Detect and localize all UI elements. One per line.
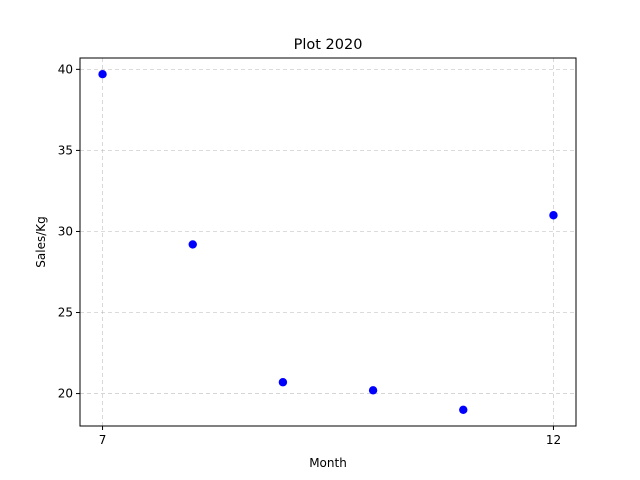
plot-frame — [79, 57, 577, 427]
x-axis-ticks: 7 12 — [99, 426, 561, 447]
y-tick-label: 40 — [58, 62, 73, 76]
data-point — [459, 405, 468, 414]
x-axis-label: Month — [309, 456, 347, 470]
x-tick-label: 7 — [99, 433, 107, 447]
y-tick-label: 35 — [58, 143, 73, 157]
y-tick-label: 25 — [58, 306, 73, 320]
data-point — [278, 378, 288, 387]
data-point — [98, 70, 107, 79]
data-point — [368, 386, 378, 395]
chart-title: Plot 2020 — [294, 37, 363, 53]
y-tick-label: 20 — [58, 387, 73, 401]
data-point — [188, 240, 197, 249]
y-axis-label: Sales/Kg — [34, 216, 48, 267]
data-points — [98, 70, 558, 414]
data-point — [549, 211, 558, 220]
y-axis-ticks: 20 25 30 35 40 — [58, 62, 80, 401]
y-tick-label: 30 — [58, 224, 73, 238]
grid-lines — [80, 58, 576, 426]
x-tick-label: 12 — [546, 433, 561, 447]
